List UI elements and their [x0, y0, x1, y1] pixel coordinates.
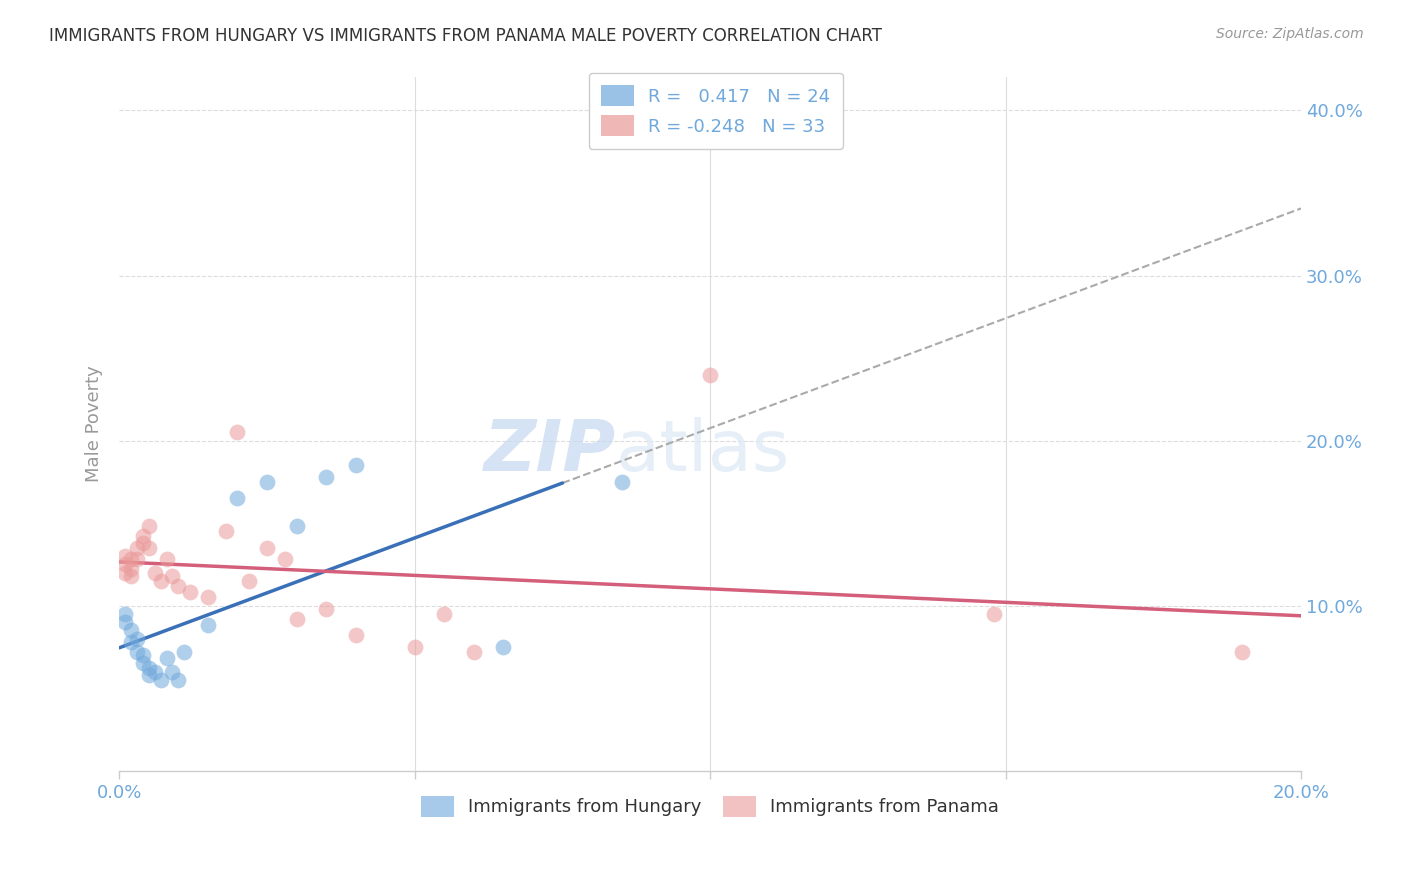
Point: [138, 519, 160, 533]
Point: [285, 612, 308, 626]
Point: [344, 458, 367, 473]
Point: [132, 529, 155, 543]
Point: [120, 569, 142, 583]
Point: [114, 558, 136, 572]
Point: [138, 668, 160, 682]
Point: [214, 524, 236, 539]
Text: ZIP: ZIP: [484, 417, 616, 486]
Point: [315, 602, 337, 616]
Point: [167, 673, 190, 687]
Point: [149, 574, 172, 588]
Point: [699, 368, 721, 382]
Point: [132, 648, 155, 662]
Point: [149, 673, 172, 687]
Point: [173, 645, 195, 659]
Point: [274, 552, 297, 566]
Point: [114, 549, 136, 563]
Point: [344, 628, 367, 642]
Point: [226, 491, 249, 506]
Point: [132, 657, 155, 671]
Text: IMMIGRANTS FROM HUNGARY VS IMMIGRANTS FROM PANAMA MALE POVERTY CORRELATION CHART: IMMIGRANTS FROM HUNGARY VS IMMIGRANTS FR…: [49, 27, 882, 45]
Point: [125, 632, 148, 646]
Point: [983, 607, 1005, 621]
Point: [238, 574, 260, 588]
Point: [125, 541, 148, 555]
Text: Source: ZipAtlas.com: Source: ZipAtlas.com: [1216, 27, 1364, 41]
Point: [155, 651, 177, 665]
Point: [125, 552, 148, 566]
Point: [114, 566, 136, 580]
Point: [120, 624, 142, 638]
Point: [162, 665, 184, 679]
Point: [256, 475, 278, 489]
Point: [404, 640, 426, 654]
Point: [120, 635, 142, 649]
Point: [1230, 645, 1253, 659]
Point: [120, 562, 142, 576]
Legend: Immigrants from Hungary, Immigrants from Panama: Immigrants from Hungary, Immigrants from…: [415, 789, 1007, 824]
Point: [162, 569, 184, 583]
Point: [167, 579, 190, 593]
Point: [492, 640, 515, 654]
Y-axis label: Male Poverty: Male Poverty: [86, 366, 103, 483]
Point: [114, 607, 136, 621]
Point: [463, 645, 485, 659]
Point: [256, 541, 278, 555]
Point: [315, 470, 337, 484]
Point: [120, 552, 142, 566]
Point: [132, 536, 155, 550]
Point: [125, 645, 148, 659]
Point: [114, 615, 136, 629]
Point: [197, 618, 219, 632]
Point: [610, 475, 633, 489]
Text: atlas: atlas: [616, 417, 790, 486]
Point: [143, 665, 166, 679]
Point: [179, 585, 201, 599]
Point: [138, 661, 160, 675]
Point: [285, 519, 308, 533]
Point: [143, 566, 166, 580]
Point: [155, 552, 177, 566]
Point: [226, 425, 249, 440]
Point: [138, 541, 160, 555]
Point: [433, 607, 456, 621]
Point: [197, 591, 219, 605]
